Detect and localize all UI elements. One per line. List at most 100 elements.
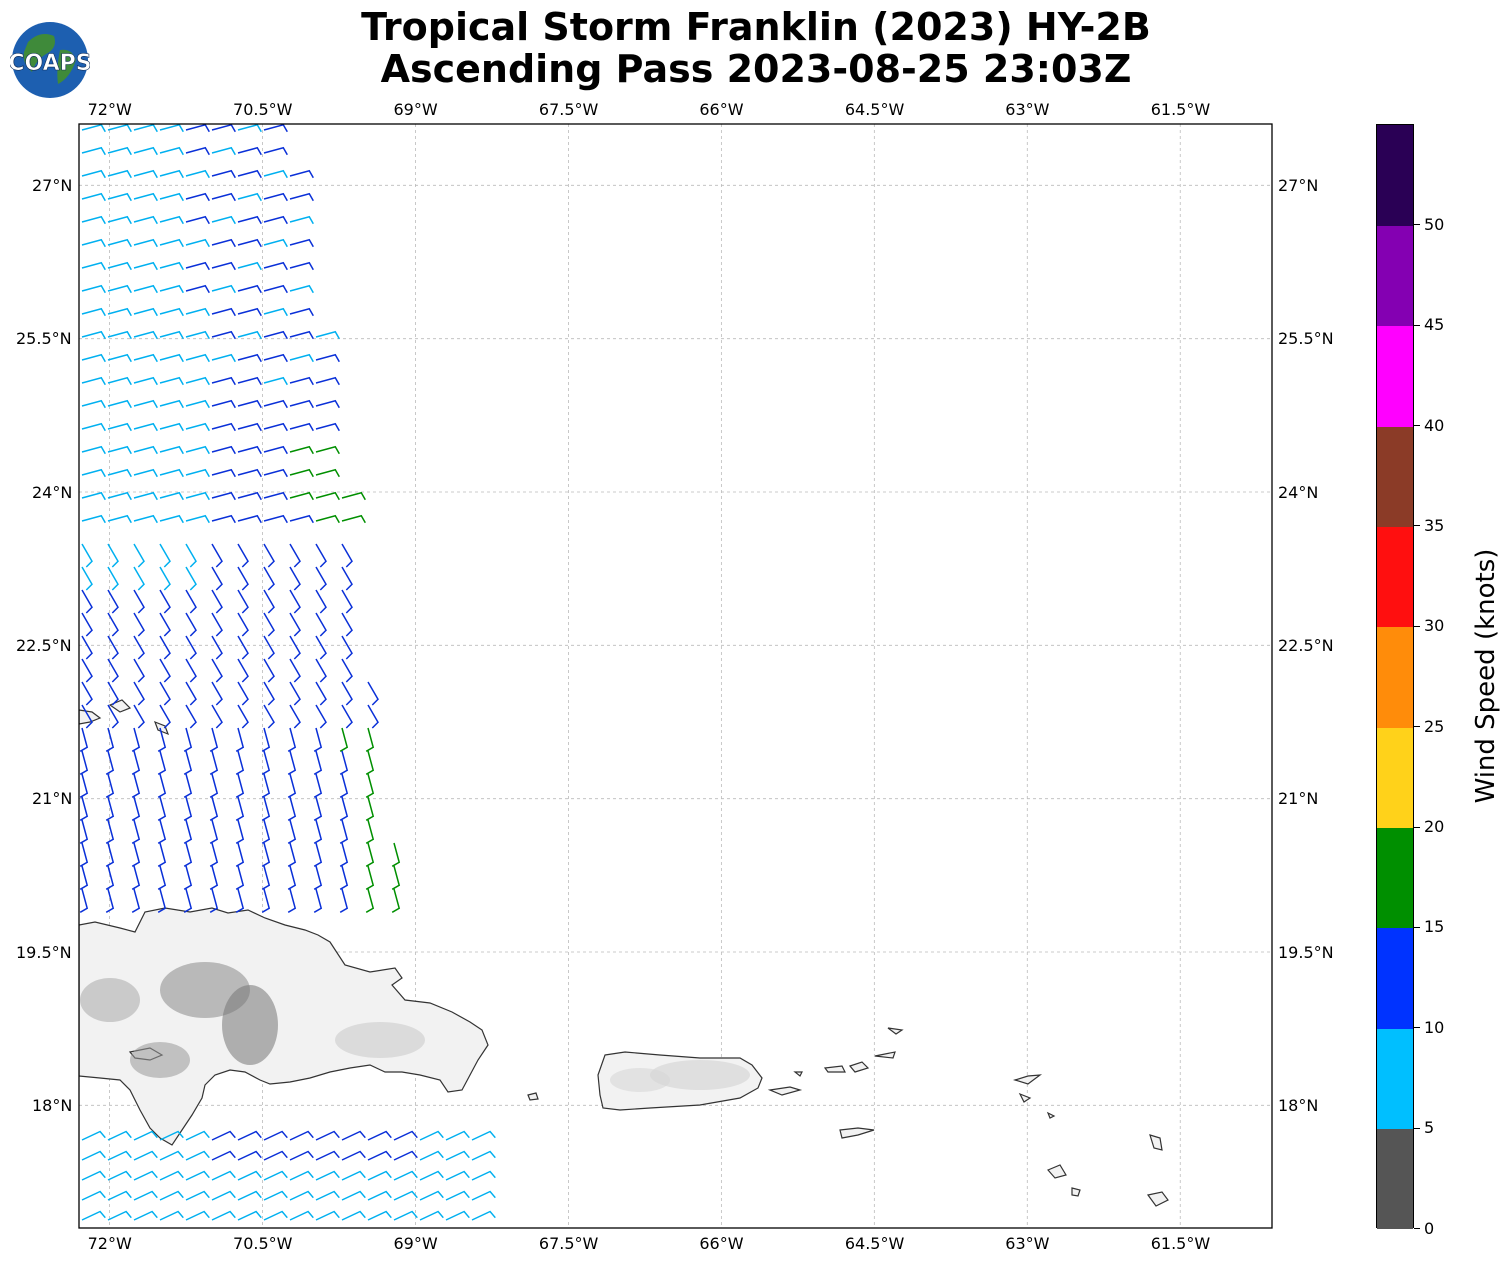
wind-barb [211,1150,236,1161]
wind-barb [341,1170,366,1181]
wind-barb [237,635,249,660]
wind-barb [237,704,249,729]
wind-barb [81,169,106,179]
wind-barb [263,445,288,455]
wind-barb [289,491,314,501]
wind-barb [211,146,236,156]
wind-barb [81,330,106,340]
wind-barb [263,215,288,225]
wind-barb [287,888,297,913]
colorbar-tick-mark [1414,826,1420,828]
wind-barb [211,169,236,179]
wind-barb [81,261,106,271]
wind-barb [263,353,288,363]
anegada [887,1027,904,1035]
dominica [1146,1191,1169,1207]
colorbar-tick-mark [1414,224,1420,226]
wind-barb [107,1170,132,1181]
wind-barb [315,468,340,478]
lon-tick-top: 67.5°W [538,99,599,119]
wind-barb [263,1210,288,1221]
lat-tick-left: 22.5°N [16,635,72,655]
wind-barb [211,422,236,432]
colorbar-tick-mark [1414,1027,1420,1029]
wind-barb [159,307,184,317]
wind-barb [107,1130,132,1141]
lat-tick-right: 25.5°N [1278,329,1334,349]
wind-barb [313,888,323,913]
wind-barb [315,1170,340,1181]
wind-barb [261,888,271,913]
wind-barb [81,514,106,524]
wind-barb [287,773,297,798]
wind-barb [133,146,158,156]
wind-barb [133,566,145,591]
wind-barb [185,468,210,478]
wind-barb [133,658,145,683]
wind-barb [263,514,288,524]
anguilla [1012,1074,1043,1085]
wind-barb [339,773,349,798]
wind-barb [289,1130,314,1141]
wind-barb [159,399,184,409]
wind-barb [157,819,167,844]
wind-barb [107,284,132,294]
wind-barb [81,399,106,409]
wind-barb [159,192,184,202]
wind-barb [107,330,132,340]
wind-barb [419,1190,444,1201]
wind-barb [263,238,288,248]
colorbar-segment [1377,225,1413,327]
culebra [793,1071,803,1077]
wind-barb [159,681,171,706]
mona-island [527,1092,539,1101]
wind-barb [237,543,249,568]
wind-barb [185,422,210,432]
wind-barb [185,658,197,683]
wind-barb [131,842,141,867]
wind-barb [133,589,145,614]
wind-barb [131,865,141,890]
wind-barb [185,543,197,568]
wind-barb [471,1210,496,1221]
wind-barb [133,1150,158,1161]
wind-barb [105,727,115,752]
wind-barb [263,589,275,614]
colorbar-tick-label: 50 [1424,214,1445,234]
colorbar-tick-label: 15 [1424,917,1445,937]
wind-barb [235,888,245,913]
wind-barb [209,842,219,867]
wind-barb [263,681,275,706]
lon-tick-bottom: 66°W [699,1233,744,1253]
wind-barb [133,468,158,478]
wind-barb [341,681,353,706]
wind-barb [419,1130,444,1141]
colorbar-tick-mark [1414,1127,1420,1129]
wind-barb [159,353,184,363]
wind-barb [315,635,327,660]
wind-barb [393,1150,418,1161]
wind-barb [289,261,314,271]
wind-barb [107,238,132,248]
wind-barb [315,1130,340,1141]
lat-tick-right: 18°N [1278,1095,1319,1115]
wind-barb [159,589,171,614]
wind-barb [211,353,236,363]
wind-barb [341,704,353,729]
wind-barb [185,261,210,271]
wind-barb [157,727,167,752]
wind-barb [289,330,314,340]
wind-barb [237,1130,262,1141]
wind-barb [237,238,262,248]
wind-barb [211,514,236,524]
colorbar-segment [1377,426,1413,527]
wind-barb [391,888,401,913]
wind-barb [211,124,236,133]
wind-barb [105,819,115,844]
wind-barb [237,1210,262,1221]
wind-barb [315,543,327,568]
wind-barb [365,773,375,798]
wind-barb [289,284,314,294]
wind-barb [289,635,301,660]
wind-barb [131,796,141,821]
